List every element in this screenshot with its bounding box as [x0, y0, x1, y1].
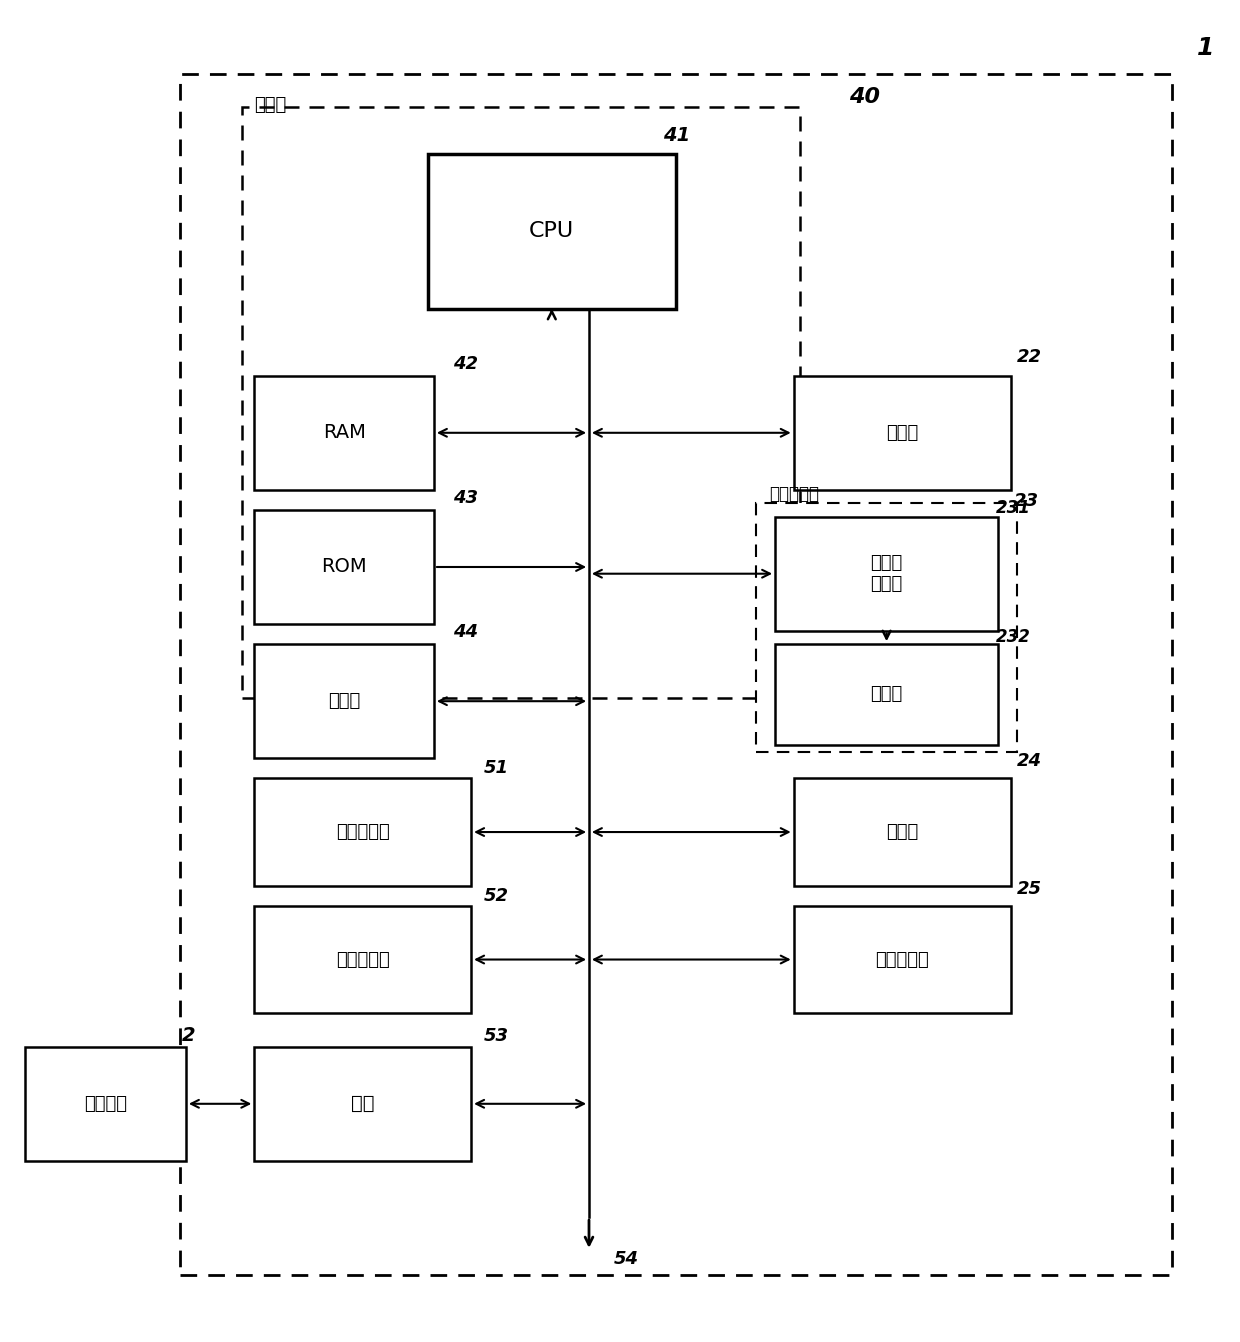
Bar	[794, 906, 1011, 1013]
Bar	[756, 503, 1017, 752]
Text: 输送驱动部: 输送驱动部	[336, 823, 389, 841]
Text: 2: 2	[182, 1027, 196, 1045]
Text: 51: 51	[484, 760, 508, 777]
Text: 外部装置: 外部装置	[84, 1095, 126, 1113]
Text: 40: 40	[849, 87, 880, 107]
Text: 记录头: 记录头	[870, 686, 903, 703]
Text: 53: 53	[484, 1028, 508, 1045]
Text: RAM: RAM	[322, 423, 366, 443]
Bar	[254, 778, 471, 886]
Text: 1: 1	[1197, 36, 1214, 60]
Text: 22: 22	[1017, 349, 1042, 366]
Text: ROM: ROM	[321, 557, 367, 577]
Text: 记录头单元: 记录头单元	[769, 486, 818, 503]
Bar	[254, 1047, 471, 1161]
Text: 存储部: 存储部	[327, 692, 361, 710]
Text: 图像读取部: 图像读取部	[875, 950, 929, 969]
Bar	[428, 154, 676, 309]
Text: 42: 42	[453, 356, 477, 373]
Text: CPU: CPU	[529, 221, 574, 242]
Text: 定影部: 定影部	[885, 823, 919, 841]
Text: 232: 232	[996, 628, 1030, 646]
Text: 控制部: 控制部	[254, 97, 286, 114]
Text: 23: 23	[1014, 493, 1039, 510]
Text: 43: 43	[453, 490, 477, 507]
Bar	[25, 1047, 186, 1161]
Text: 41: 41	[663, 126, 691, 145]
Text: 52: 52	[484, 887, 508, 905]
Bar	[775, 517, 998, 631]
Bar	[254, 376, 434, 490]
Bar	[254, 906, 471, 1013]
Text: 加热部: 加热部	[885, 424, 919, 442]
Bar	[794, 376, 1011, 490]
Text: 25: 25	[1017, 880, 1042, 898]
Text: 231: 231	[996, 499, 1030, 517]
Bar	[180, 74, 1172, 1275]
Bar	[254, 644, 434, 758]
Bar	[242, 107, 800, 698]
Bar	[254, 510, 434, 624]
Text: 操作显示部: 操作显示部	[336, 950, 389, 969]
Bar	[794, 778, 1011, 886]
Text: 记录头
驱动部: 记录头 驱动部	[870, 554, 903, 593]
Text: 接口: 接口	[351, 1094, 374, 1114]
Text: 24: 24	[1017, 753, 1042, 770]
Text: 54: 54	[614, 1251, 639, 1268]
Bar	[775, 644, 998, 745]
Text: 44: 44	[453, 624, 477, 641]
